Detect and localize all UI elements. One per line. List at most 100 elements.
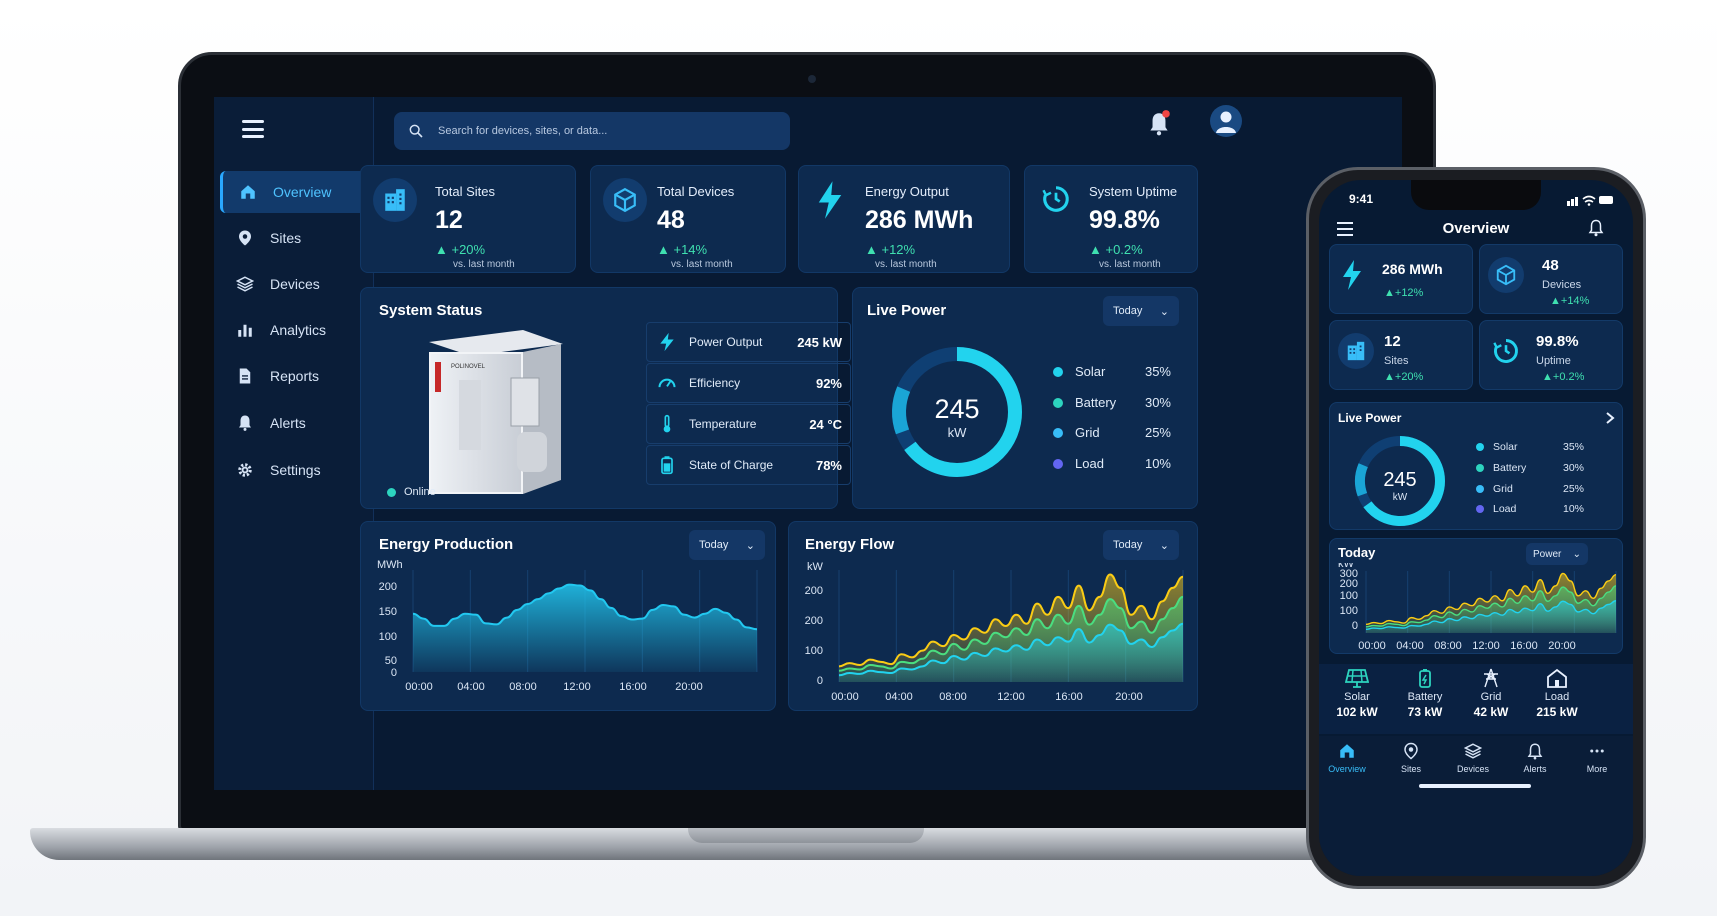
series-line-b xyxy=(838,595,1184,672)
phone-source-battery[interactable]: Battery 73 kW xyxy=(1393,668,1457,719)
sidebar: Overview Sites Devices Analytics Reports… xyxy=(214,97,374,790)
live-power-card: Live Power Today ⌄ 245 kW Solar 35% Batte… xyxy=(852,287,1198,509)
tab-devices[interactable]: Devices xyxy=(1445,742,1501,774)
series-line-c xyxy=(1365,600,1617,630)
legend-load: Load 10% xyxy=(1053,456,1171,471)
stat-label: Total Devices xyxy=(657,184,735,199)
phone-today-range-dropdown[interactable]: Power ⌄ xyxy=(1526,543,1588,565)
stat-label: Energy Output xyxy=(865,184,949,199)
user-icon xyxy=(1216,111,1236,133)
source-label: Battery xyxy=(1407,691,1443,703)
metric-value: 24 °C xyxy=(809,416,842,432)
cube-icon xyxy=(1496,264,1516,286)
axis-unit: kW xyxy=(1338,563,1355,570)
x-tick-label: 12:00 xyxy=(1472,640,1500,652)
battery-icon xyxy=(661,456,673,475)
tab-label: Devices xyxy=(1456,764,1489,774)
x-tick-label: 08:00 xyxy=(509,681,537,693)
chevron-down-icon: ⌄ xyxy=(1159,539,1169,552)
y-tick-label: 200 xyxy=(379,581,397,593)
sidebar-item-reports[interactable]: Reports xyxy=(220,355,366,397)
chevron-right-icon[interactable] xyxy=(1604,411,1616,425)
axis-unit: kW xyxy=(807,561,824,573)
energy-flow-card: Energy Flow Today ⌄ 200 200 100 0 00:00 04:00… xyxy=(788,521,1198,711)
metric-label: Power Output xyxy=(689,335,763,349)
tab-alerts[interactable]: Alerts xyxy=(1507,742,1563,774)
stat-icon-wrap xyxy=(1488,257,1524,293)
stat-label: System Uptime xyxy=(1089,184,1178,199)
y-tick-label: 300 xyxy=(1340,568,1358,580)
phone-source-solar[interactable]: Solar 102 kW xyxy=(1325,668,1389,719)
tab-more[interactable]: More xyxy=(1569,742,1625,774)
chevron-down-icon: ⌄ xyxy=(745,539,755,552)
donut-segment-solar xyxy=(892,347,1022,477)
sidebar-item-devices[interactable]: Devices xyxy=(220,263,366,305)
energy-production-range-dropdown[interactable]: Today ⌄ xyxy=(689,530,765,560)
phone-stat-change: ▲+14% xyxy=(1550,295,1590,307)
sidebar-item-sites[interactable]: Sites xyxy=(220,217,366,259)
x-tick-label: 12:00 xyxy=(997,691,1025,703)
tab-label: More xyxy=(1586,764,1608,774)
stat-card-energy-output: Energy Output 286 MWh ▲ +12% vs. last mo… xyxy=(798,165,1010,273)
tab-label: Alerts xyxy=(1523,764,1547,774)
phone-menu-icon[interactable] xyxy=(1337,222,1353,236)
tab-sites[interactable]: Sites xyxy=(1383,742,1439,774)
sidebar-item-overview[interactable]: Overview xyxy=(220,171,366,213)
home-icon xyxy=(1340,744,1354,758)
phone-stat-change: ▲+0.2% xyxy=(1542,371,1585,383)
layers-icon xyxy=(236,276,254,292)
stat-value: 286 MWh xyxy=(865,206,974,234)
phone-source-grid[interactable]: Grid 42 kW xyxy=(1459,668,1523,719)
x-tick-label: 20:00 xyxy=(675,681,703,693)
bar-chart-icon xyxy=(238,324,252,337)
phone-today-card: Today Power ⌄ 300 200 100 100 0 00:00 04:00 08:… xyxy=(1329,538,1623,654)
notification-bell-icon[interactable] xyxy=(1146,109,1172,137)
phone-legend-load: Load 10% xyxy=(1476,503,1584,515)
legend-dot xyxy=(1476,443,1484,451)
stat-value: 99.8% xyxy=(1089,206,1160,234)
donut-unit: kW xyxy=(948,425,968,440)
energy-flow-range-dropdown[interactable]: Today ⌄ xyxy=(1103,530,1179,560)
card-title: Energy Production xyxy=(379,536,514,553)
battery-icon xyxy=(1419,669,1431,688)
legend-value: 10% xyxy=(1144,456,1171,471)
search-bar[interactable]: Search for devices, sites, or data... xyxy=(394,112,790,150)
donut-value: 245 xyxy=(1383,469,1416,491)
area-c xyxy=(1366,600,1616,633)
phone-source-load[interactable]: Load 215 kW xyxy=(1525,668,1589,719)
stat-change: ▲ +20% xyxy=(435,242,486,257)
stat-card-system-uptime: System Uptime 99.8% ▲ +0.2% vs. last mon… xyxy=(1024,165,1198,273)
live-power-range-dropdown[interactable]: Today ⌄ xyxy=(1103,296,1179,326)
stat-value: 12 xyxy=(435,206,463,234)
legend-grid: Grid 25% xyxy=(1053,425,1171,440)
menu-icon[interactable] xyxy=(242,120,264,138)
donut-unit: kW xyxy=(1393,492,1408,503)
phone-stat-change: ▲+20% xyxy=(1384,371,1424,383)
avatar[interactable] xyxy=(1210,105,1242,137)
phone-bell-icon[interactable] xyxy=(1587,218,1605,238)
more-icon xyxy=(1590,749,1604,753)
x-tick-label: 08:00 xyxy=(1434,640,1462,652)
axis-unit: MWh xyxy=(377,560,403,571)
battery-cabinet-image: POLINOVEL xyxy=(429,330,563,494)
area-c xyxy=(839,623,1183,682)
sidebar-item-label: Settings xyxy=(270,462,321,478)
lightning-icon xyxy=(660,332,674,352)
sidebar-item-label: Overview xyxy=(273,184,332,200)
y-tick-label: 0 xyxy=(391,667,397,679)
phone-screen: 9:41 Overview 286 MWh ▲+12% 48 Devices ▲… xyxy=(1319,180,1633,876)
laptop-camera xyxy=(808,75,816,83)
stat-value: 48 xyxy=(657,206,685,234)
phone-page-title: Overview xyxy=(1442,220,1510,237)
home-indicator xyxy=(1419,784,1531,788)
phone-live-power-card[interactable]: Live Power 245 kW Solar 35% Battery 30% Gr… xyxy=(1329,402,1623,530)
sidebar-item-analytics[interactable]: Analytics xyxy=(220,309,366,351)
series-line-a xyxy=(838,573,1184,668)
map-pin-icon xyxy=(1404,742,1418,760)
card-title: Today xyxy=(1338,545,1376,560)
sidebar-item-settings[interactable]: Settings xyxy=(220,449,366,491)
sidebar-item-alerts[interactable]: Alerts xyxy=(220,402,366,444)
tab-label: Overview xyxy=(1328,764,1366,774)
tab-overview[interactable]: Overview xyxy=(1319,742,1375,774)
card-title: Energy Flow xyxy=(805,536,895,553)
